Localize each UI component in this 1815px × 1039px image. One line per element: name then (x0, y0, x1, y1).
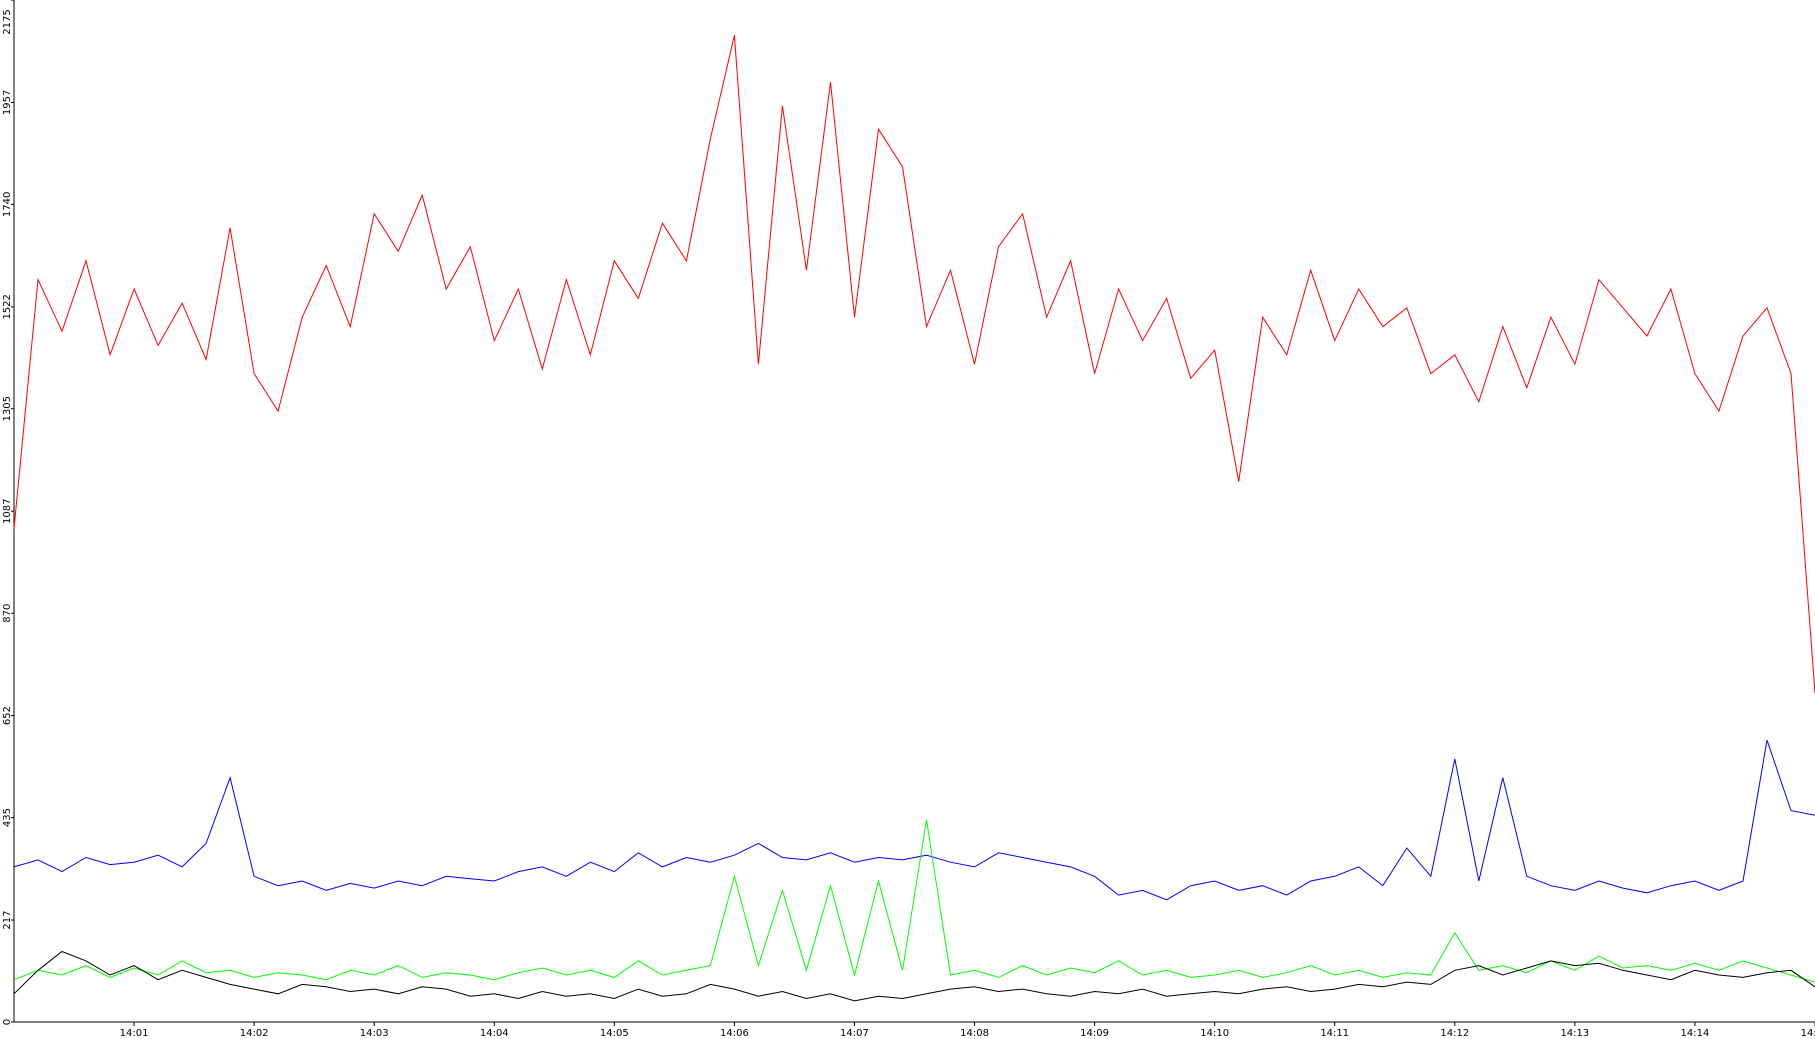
y-tick-label: 217 (2, 910, 13, 929)
y-tick-label: 2175 (2, 9, 13, 34)
x-tick-label: 14:15 (1801, 1028, 1815, 1039)
x-tick-label: 14:05 (600, 1028, 629, 1039)
y-tick-label: 1305 (2, 396, 13, 421)
x-tick-label: 14:11 (1320, 1028, 1349, 1039)
series-line (13, 739, 1815, 901)
x-tick-label: 14:03 (360, 1028, 389, 1039)
x-tick-label: 14:14 (1681, 1028, 1710, 1039)
x-tick-label: 14:04 (480, 1028, 509, 1039)
series-line (13, 819, 1815, 983)
x-tick-label: 14:09 (1080, 1028, 1109, 1039)
x-tick-label: 14:08 (960, 1028, 989, 1039)
y-tick-label: 870 (2, 604, 13, 623)
x-tick-label: 14:02 (240, 1028, 269, 1039)
y-tick-label: 1740 (2, 192, 13, 217)
x-tick-label: 14:01 (120, 1028, 149, 1039)
x-tick-label: 14:06 (720, 1028, 749, 1039)
y-tick-label: 1957 (2, 90, 13, 115)
y-tick-label: 1522 (2, 294, 13, 319)
series-line (13, 950, 1815, 1002)
series-line (13, 35, 1815, 694)
x-tick-label: 14:13 (1560, 1028, 1589, 1039)
x-tick-label: 14:10 (1200, 1028, 1229, 1039)
x-tick-label: 14:12 (1440, 1028, 1469, 1039)
x-tick-label: 14:07 (840, 1028, 869, 1039)
y-tick-label: 652 (2, 706, 13, 725)
y-tick-label: 0 (2, 1019, 13, 1025)
y-tick-label: 435 (2, 808, 13, 827)
y-tick-label: 1087 (2, 499, 13, 524)
